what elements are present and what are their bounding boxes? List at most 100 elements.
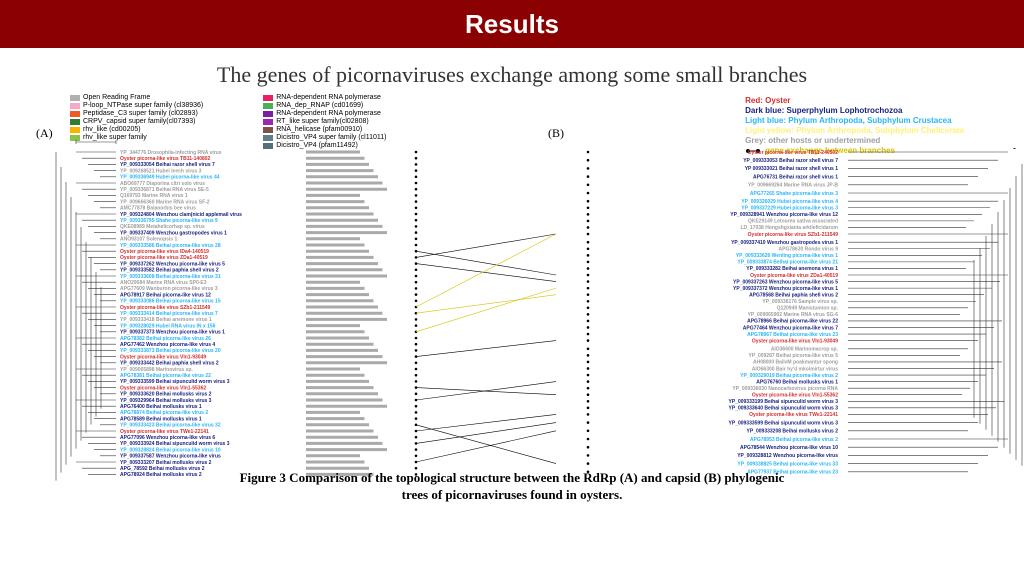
taxon-label: YP_344776 Drosophila-infecting RNA virus (120, 150, 222, 156)
crosslink-dot (587, 374, 590, 377)
legend-item: RNA_dep_RNAP (cd01699) (263, 102, 386, 109)
crosslink-dot (587, 167, 590, 170)
legend-chel: Light yellow: Phylum Arthropoda, Subphyl… (745, 126, 964, 136)
crosslink-dot (587, 274, 590, 277)
gene-exchange-link (416, 251, 556, 275)
taxon-label: APG77464 Wenzhou picorna-like virus 7 (743, 325, 838, 331)
taxon-label: Oyster picorna-like virus ZDa1-40519 (750, 273, 838, 279)
crosslink-dot (415, 467, 418, 470)
legend-item: Open Reading Frame (70, 94, 203, 101)
legend-label: CRPV_capsid super family(cl07393) (83, 118, 195, 125)
taxon-label: APG78630 Rondo virus 9 (779, 247, 839, 253)
legend-item: RNA_helicase (pfam00910) (263, 126, 386, 133)
taxon-label: Oyster picorna-like virus VIn1-55362 (752, 393, 838, 399)
taxon-label: AIO36600 Marinomacrop sp. (771, 347, 839, 353)
crosslink-dot (415, 362, 418, 365)
crosslink-dot (415, 318, 418, 321)
legend-swatch (70, 127, 80, 133)
crosslink-dot (587, 307, 590, 310)
crosslink-dot (415, 269, 418, 272)
crosslink-dot (587, 438, 590, 441)
crosslink-dot (587, 413, 590, 416)
crosslink-dot (587, 400, 590, 403)
taxon-label: APG76731 Beihai razor shell virus 1 (753, 174, 838, 180)
taxon-label: Oyster picorna-like virus SZb1-211549 (120, 305, 211, 311)
crosslink-dot (587, 206, 590, 209)
tree-container: (A) YP_344776 Drosophila-infecting RNA v… (30, 148, 1024, 488)
taxon-label: YP_009328941 Wenzhou picorna-like virus … (730, 212, 838, 218)
taxon-label: Oyster picorna-like virus VIn1-55362 (120, 385, 206, 391)
crosslink-dot (415, 380, 418, 383)
crosslink-dot (415, 293, 418, 296)
taxon-label: YP_009333599 Beihai sipunculid worm viru… (729, 420, 839, 426)
crosslink-dot (587, 462, 590, 465)
taxon-label: Oyster picorna-like virus TB11-140802 (120, 156, 211, 162)
taxon-label: APG78953 Beihai picorna-like virus 2 (750, 437, 838, 443)
crosslink-dot (587, 200, 590, 203)
crosslink-dot (415, 213, 418, 216)
crosslink-dot (415, 188, 418, 191)
crosslink-dot (415, 436, 418, 439)
legend-swatch (70, 103, 80, 109)
crosslink-dot (587, 287, 590, 290)
crosslink-dot (587, 226, 590, 229)
crosslink-dot (587, 254, 590, 257)
taxon-label: YP_009333626 Wenling picorna-like virus … (736, 253, 838, 259)
gene-exchange-link (416, 414, 556, 431)
crosslink-dot (587, 407, 590, 410)
crosslink-dot (415, 411, 418, 414)
crosslink-dot (587, 446, 590, 449)
taxon-label: Oyster picorna-like virus VIn1-93049 (120, 354, 206, 360)
taxon-label: APG78967 Beihai picorna-like virus 23 (747, 332, 838, 338)
crosslink-dot (415, 200, 418, 203)
taxon-label: APG78568 Beihai paphia shell virus 2 (749, 292, 838, 298)
legend-item: rhv_like (cd00205) (70, 126, 203, 133)
crosslink-dot (587, 213, 590, 216)
taxon-label: Oyster picorna-like virus TB11-240502 (748, 150, 839, 156)
crosslink-dot (587, 267, 590, 270)
crosslink-dot (587, 233, 590, 236)
legend-swatch (263, 135, 273, 141)
taxon-label: YP_009333199 Beihai sipunculid worm viru… (729, 399, 839, 405)
taxon-label: APG78917 Beihai picorna-like virus 12 (120, 292, 211, 298)
legend-label: rhv_like (cd00205) (83, 126, 141, 133)
legend-swatch (70, 119, 80, 125)
legend-label: Dicistro_VP4 super family (cl11011) (276, 134, 386, 141)
taxon-label: YP_009333924 Beihai sipunculid worm viru… (120, 441, 230, 447)
crosslink-dot (415, 157, 418, 160)
crosslink-dot (415, 207, 418, 210)
legend-label: RNA-dependent RNA polymerase (276, 110, 381, 117)
legend-item: CRPV_capsid super family(cl07393) (70, 118, 203, 125)
taxon-label: YP_009333086 Beihai picorna-like virus 1… (120, 299, 221, 305)
crosslink-dot (587, 430, 590, 433)
taxon-label: Oyster picorna-like virus SZb1-211549 (748, 232, 839, 238)
crosslink-dot (415, 368, 418, 371)
taxon-label: YP_009324804 Wenzhou clam(nicid applemai… (120, 212, 242, 218)
crosslink-dot (415, 455, 418, 458)
crosslink-dot (415, 337, 418, 340)
legend-swatch (70, 135, 80, 141)
legend-item: RNA-dependent RNA polymerase (263, 94, 386, 101)
crosslink-dot (587, 393, 590, 396)
taxon-label: YP_009328824 Beihai picorna-like virus 1… (120, 447, 221, 453)
taxon-label: APG77462 Wenzhou picorna-like virus 4 (120, 342, 215, 348)
gene-exchange-link (416, 341, 556, 357)
crosslink-dot (415, 194, 418, 197)
legend-swatch (263, 119, 273, 125)
phylo-tree-a: YP_344776 Drosophila-infecting RNA virus… (30, 148, 542, 488)
taxon-label: YP_009333282 Beihai anemona virus 1 (746, 266, 838, 272)
panel-label-a: (A) (36, 126, 53, 141)
taxon-label: ABO69777 Diaporina citri solo virus (120, 181, 205, 187)
legend-swatch (263, 95, 273, 101)
gene-exchange-link (416, 234, 556, 257)
figure-caption: Figure 3 Comparison of the topological s… (0, 470, 1024, 504)
taxon-label: YP_009337409 Wenzhou gastropodes virus 1 (120, 230, 227, 236)
crosslink-dot (587, 367, 590, 370)
crosslink-dot (587, 151, 590, 154)
crosslink-dot (415, 393, 418, 396)
taxon-label: YP_009336795 Shahe picorna-like virus 9 (120, 218, 218, 224)
taxon-label: APG76760 Beihai mollusks virus 1 (756, 379, 838, 385)
gene-exchange-link (416, 423, 556, 444)
gene-exchange-link (416, 288, 556, 332)
crosslink-dot (415, 182, 418, 185)
